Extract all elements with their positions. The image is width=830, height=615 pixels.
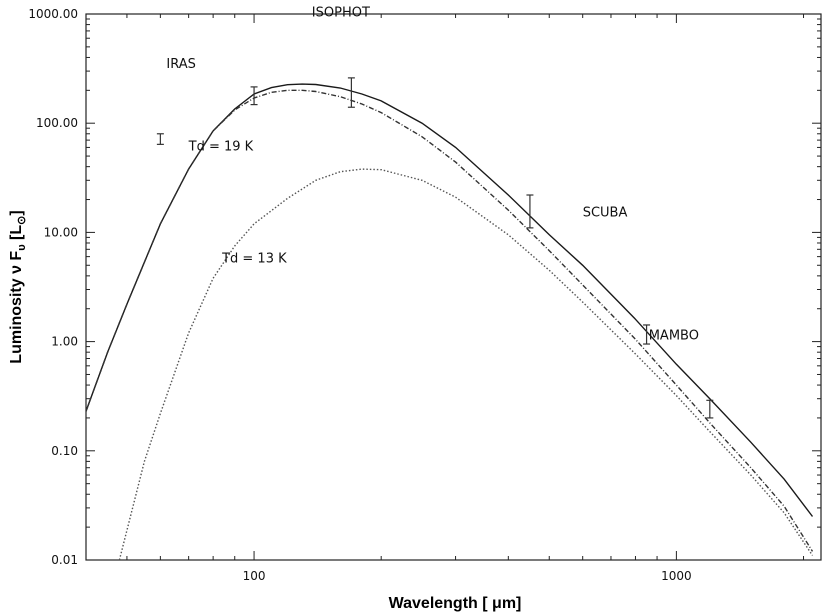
error-bar — [156, 133, 164, 145]
y-axis-title-main: Luminosity ν F — [8, 251, 25, 364]
x-ticks: 100 1000 — [85, 14, 805, 583]
annotation-label: Td = 19 K — [188, 140, 254, 155]
error-bar — [347, 77, 355, 108]
annotation-label: MAMBO — [649, 328, 699, 343]
y-tick-label: 0.10 — [51, 444, 78, 458]
x-tick-label: 1000 — [661, 569, 692, 583]
error-bar — [250, 86, 258, 106]
y-tick-label: 0.01 — [51, 553, 78, 567]
y-tick-label: 100.00 — [36, 116, 78, 130]
error-bar — [706, 399, 714, 419]
annotation-label: Td = 13 K — [221, 252, 287, 267]
plot-frame — [85, 13, 822, 561]
y-axis-title-unit-close: ] — [8, 210, 25, 215]
x-axis-title: Wavelength [ μm] — [389, 595, 522, 612]
y-ticks: 1000.00 100.00 10.00 1.00 0.10 0.01 — [28, 7, 821, 567]
annotation-label: SCUBA — [583, 205, 628, 220]
y-axis-title: Luminosity ν Fυ [L⊙] — [8, 210, 28, 363]
annotations: IRAS ISOPHOT Td = 19 K SCUBA Td = 13 K MAMBO — [166, 5, 699, 343]
y-axis-title-sub: υ — [16, 244, 28, 250]
y-axis-title-unit-sub: ⊙ — [16, 216, 28, 225]
y-tick-label: 1000.00 — [28, 7, 78, 21]
annotation-label: ISOPHOT — [312, 5, 370, 20]
error-bar — [526, 194, 534, 229]
y-tick-label: 1.00 — [51, 335, 78, 349]
annotation-label: IRAS — [166, 57, 196, 72]
series-group — [85, 83, 814, 561]
y-axis-title-unit: [L — [8, 225, 25, 245]
error-bars — [156, 77, 714, 419]
series-line-2 — [85, 89, 814, 552]
series-line-3 — [118, 168, 814, 561]
error-bar — [643, 324, 651, 345]
y-tick-label: 10.00 — [44, 225, 78, 239]
x-tick-label: 100 — [243, 569, 266, 583]
